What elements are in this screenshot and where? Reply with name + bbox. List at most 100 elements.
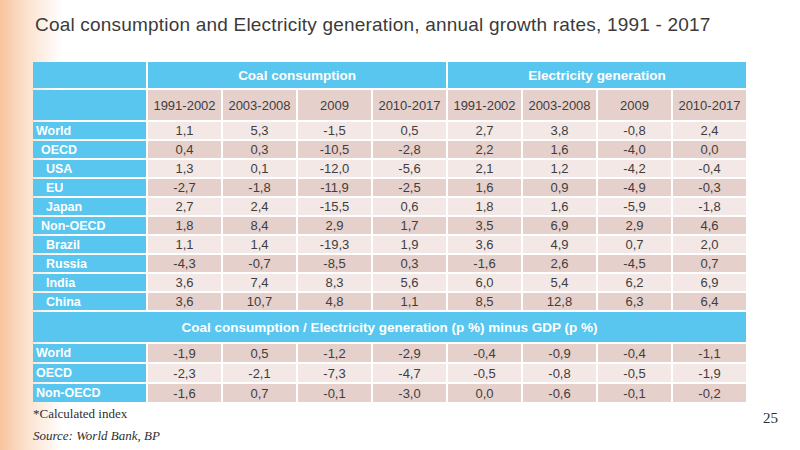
cell-value: 0,7 (598, 236, 671, 253)
cell-value: -4,9 (598, 179, 671, 196)
cell-value: 0,1 (223, 160, 296, 177)
cell-value: 3,6 (148, 274, 221, 291)
cell-value: 2,4 (223, 198, 296, 215)
row-label-world: World (33, 122, 146, 139)
row-label-japan: Japan (33, 198, 146, 215)
cell-value: 5,6 (373, 274, 446, 291)
cell-value: -0,4 (448, 344, 521, 362)
section-header-calculated-index: Coal consumption / Electricity generatio… (33, 312, 746, 342)
cell-value: 1,8 (148, 217, 221, 234)
cell-value: 1,8 (448, 198, 521, 215)
cell-value: -10,5 (298, 141, 371, 158)
cell-value: -1,9 (148, 344, 221, 362)
cell-value: 1,6 (523, 141, 596, 158)
cell-value: 5,4 (523, 274, 596, 291)
cell-value: -0,1 (598, 384, 671, 402)
cell-value: 3,5 (448, 217, 521, 234)
year-header: 2010-2017 (373, 90, 446, 120)
cell-value: -0,1 (298, 384, 371, 402)
year-header: 2009 (298, 90, 371, 120)
cell-value: 2,0 (673, 236, 746, 253)
calculated-index-footnote: *Calculated index (33, 406, 127, 422)
source-note: Source: World Bank, BP (33, 428, 160, 444)
cell-value: 0,9 (523, 179, 596, 196)
page-number: 25 (763, 410, 778, 427)
cell-value: -1,6 (148, 384, 221, 402)
year-header: 2010-2017 (673, 90, 746, 120)
cell-value: -15,5 (298, 198, 371, 215)
cell-value: -0,8 (598, 122, 671, 139)
cell-value: 6,3 (598, 293, 671, 310)
row-label-china: China (33, 293, 146, 310)
cell-value: -1,2 (298, 344, 371, 362)
year-header: 1991-2002 (448, 90, 521, 120)
cell-value: 2,2 (448, 141, 521, 158)
row-label-usa: USA (33, 160, 146, 177)
cell-value: -1,9 (673, 364, 746, 382)
cell-value: 6,2 (598, 274, 671, 291)
cell-value: 1,1 (373, 293, 446, 310)
cell-value: -1,6 (448, 255, 521, 272)
cell-value: -5,6 (373, 160, 446, 177)
cell-value: -12,0 (298, 160, 371, 177)
row-label-eu: EU (33, 179, 146, 196)
cell-value: -2,7 (148, 179, 221, 196)
cell-value: 8,5 (448, 293, 521, 310)
cell-value: 1,1 (148, 122, 221, 139)
cell-value: -4,3 (148, 255, 221, 272)
cell-value: -0,5 (598, 364, 671, 382)
cell-value: -2,8 (373, 141, 446, 158)
cell-value: 12,8 (523, 293, 596, 310)
cell-value: -1,5 (298, 122, 371, 139)
cell-value: -2,1 (223, 364, 296, 382)
cell-value: 2,7 (148, 198, 221, 215)
section2-row-label-non-oecd: Non-OECD (33, 384, 146, 402)
cell-value: 6,4 (673, 293, 746, 310)
year-header: 2009 (598, 90, 671, 120)
cell-value: 6,0 (448, 274, 521, 291)
cell-value: 3,6 (448, 236, 521, 253)
cell-value: 8,4 (223, 217, 296, 234)
cell-value: 2,4 (673, 122, 746, 139)
cell-value: 4,6 (673, 217, 746, 234)
cell-value: 0,5 (223, 344, 296, 362)
cell-value: 1,7 (373, 217, 446, 234)
cell-value: -0,2 (673, 384, 746, 402)
cell-value: -0,4 (598, 344, 671, 362)
cell-value: 4,8 (298, 293, 371, 310)
cell-value: 4,9 (523, 236, 596, 253)
cell-value: -1,8 (223, 179, 296, 196)
cell-value: 2,9 (598, 217, 671, 234)
cell-value: 3,6 (148, 293, 221, 310)
cell-value: 5,3 (223, 122, 296, 139)
row-label-russia: Russia (33, 255, 146, 272)
section2-row-label-oecd: OECD (33, 364, 146, 382)
cell-value: -1,1 (673, 344, 746, 362)
cell-value: 2,6 (523, 255, 596, 272)
cell-value: -0,5 (448, 364, 521, 382)
cell-value: 0,6 (373, 198, 446, 215)
year-header: 2003-2008 (523, 90, 596, 120)
cell-value: 0,0 (448, 384, 521, 402)
cell-value: 2,7 (448, 122, 521, 139)
cell-value: 3,8 (523, 122, 596, 139)
column-group-coal-consumption: Coal consumption (148, 62, 446, 88)
cell-value: -0,4 (673, 160, 746, 177)
cell-value: 0,7 (223, 384, 296, 402)
cell-value: 10,7 (223, 293, 296, 310)
table-corner-cell (33, 62, 146, 88)
cell-value: 6,9 (523, 217, 596, 234)
cell-value: -2,9 (373, 344, 446, 362)
cell-value: -2,3 (148, 364, 221, 382)
cell-value: -4,0 (598, 141, 671, 158)
cell-value: 1,2 (523, 160, 596, 177)
cell-value: 8,3 (298, 274, 371, 291)
cell-value: -5,9 (598, 198, 671, 215)
cell-value: -8,5 (298, 255, 371, 272)
cell-value: -11,9 (298, 179, 371, 196)
slide-title: Coal consumption and Electricity generat… (35, 14, 775, 36)
cell-value: 0,3 (223, 141, 296, 158)
cell-value: 1,4 (223, 236, 296, 253)
cell-value: 2,1 (448, 160, 521, 177)
cell-value: -4,5 (598, 255, 671, 272)
